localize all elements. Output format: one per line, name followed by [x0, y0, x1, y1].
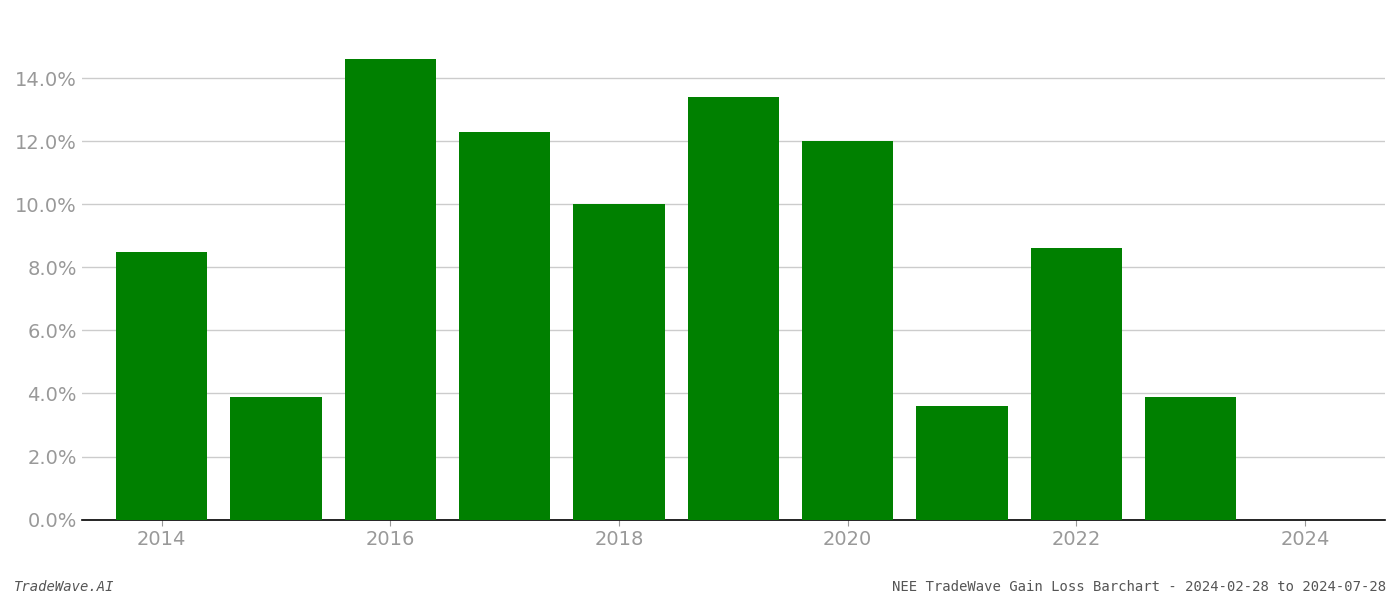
Bar: [459, 131, 550, 520]
Bar: [916, 406, 1008, 520]
Bar: [574, 204, 665, 520]
Bar: [687, 97, 778, 520]
Bar: [1030, 248, 1121, 520]
Text: NEE TradeWave Gain Loss Barchart - 2024-02-28 to 2024-07-28: NEE TradeWave Gain Loss Barchart - 2024-…: [892, 580, 1386, 594]
Bar: [802, 141, 893, 520]
Text: TradeWave.AI: TradeWave.AI: [14, 580, 115, 594]
Bar: [116, 251, 207, 520]
Bar: [1145, 397, 1236, 520]
Bar: [231, 397, 322, 520]
Bar: [344, 59, 437, 520]
